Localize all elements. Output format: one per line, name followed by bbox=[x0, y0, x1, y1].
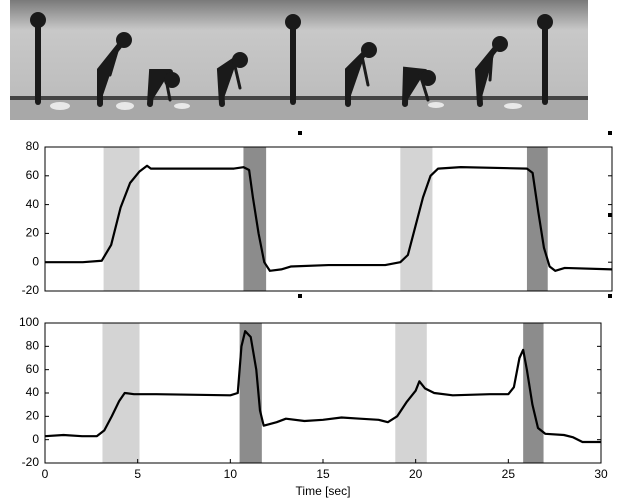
y-tick-label: -20 bbox=[22, 283, 40, 297]
x-tick-label: 0 bbox=[42, 467, 49, 481]
y-tick-label: 100 bbox=[19, 315, 39, 329]
y-tick-label: 60 bbox=[26, 362, 40, 376]
y-tick-label: 20 bbox=[26, 226, 40, 240]
x-tick-label: 30 bbox=[594, 467, 608, 481]
y-tick-label: 0 bbox=[32, 432, 39, 446]
x-tick-label: 15 bbox=[316, 467, 330, 481]
x-tick-label: 25 bbox=[502, 467, 516, 481]
x-tick-label: 10 bbox=[224, 467, 238, 481]
shaded-region bbox=[395, 323, 427, 463]
x-tick-label: 20 bbox=[409, 467, 423, 481]
data-line bbox=[45, 164, 613, 272]
y-tick-label: 40 bbox=[26, 385, 40, 399]
x-axis-label: Time [sec] bbox=[296, 484, 351, 498]
shaded-region bbox=[526, 147, 548, 291]
y-tick-label: -20 bbox=[22, 455, 40, 469]
shaded-region bbox=[523, 323, 544, 463]
photo-strip bbox=[10, 0, 588, 120]
plot-frame bbox=[44, 146, 613, 292]
shaded-region bbox=[239, 323, 262, 463]
selection-handles bbox=[298, 131, 612, 298]
data-line bbox=[44, 330, 601, 444]
y-tick-label: 20 bbox=[26, 409, 40, 423]
y-tick-label: 40 bbox=[26, 197, 40, 211]
shaded-region bbox=[103, 147, 140, 291]
y-tick-label: 80 bbox=[26, 139, 40, 153]
y-tick-label: 80 bbox=[26, 339, 40, 353]
x-tick-label: 5 bbox=[134, 467, 141, 481]
y-tick-label: 0 bbox=[32, 254, 39, 268]
shaded-region bbox=[102, 323, 140, 463]
shaded-region bbox=[243, 147, 267, 291]
y-tick-label: 60 bbox=[26, 168, 40, 182]
